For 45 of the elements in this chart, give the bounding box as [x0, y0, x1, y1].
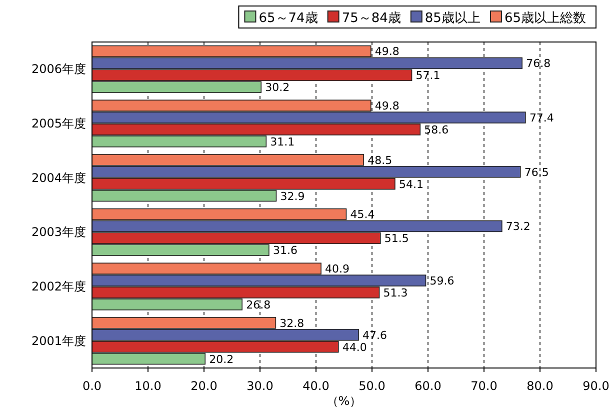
- data-label: 77.4: [529, 112, 554, 125]
- data-label: 54.1: [398, 178, 424, 191]
- data-label: 48.5: [368, 154, 392, 167]
- data-label: 58.6: [424, 123, 449, 136]
- x-tick-label: 60.0: [414, 379, 442, 393]
- x-tick-label: 30.0: [246, 379, 274, 393]
- data-label: 40.9: [325, 262, 350, 276]
- data-label: 32.9: [280, 190, 305, 203]
- y-tick-label: 2004年度: [31, 170, 86, 185]
- legend-label: 85歳以上: [424, 11, 480, 26]
- data-label: 51.5: [384, 232, 409, 246]
- data-label: 76.5: [524, 166, 549, 179]
- x-tick-label: 20.0: [190, 379, 218, 393]
- data-label: 31.1: [270, 135, 295, 148]
- data-label: 59.6: [430, 274, 454, 288]
- y-tick-label: 2001年度: [31, 334, 86, 348]
- legend-label: 75～84歳: [342, 11, 401, 26]
- data-label: 20.2: [209, 352, 234, 366]
- x-axis-title: （%）: [326, 394, 362, 408]
- legend-label: 65歳以上総数: [504, 11, 586, 26]
- data-label: 73.2: [506, 220, 530, 234]
- y-tick-label: 2005年度: [31, 116, 86, 130]
- data-label: 49.8: [374, 45, 400, 58]
- x-tick-label: 50.0: [358, 379, 386, 393]
- data-label: 76.8: [526, 57, 551, 70]
- legend-label: 65～74歳: [258, 11, 318, 26]
- data-label: 26.8: [246, 298, 271, 312]
- x-tick-label: 80.0: [526, 379, 554, 393]
- y-tick-label: 2003年度: [31, 225, 86, 240]
- x-tick-label: 40.0: [302, 379, 330, 393]
- data-label: 44.0: [342, 340, 367, 354]
- data-label: 45.4: [350, 208, 375, 222]
- data-label: 47.6: [362, 328, 388, 342]
- y-tick-label: 2002年度: [31, 280, 86, 294]
- data-label: 51.3: [383, 286, 408, 300]
- data-label: 57.1: [416, 69, 440, 82]
- data-label: 31.6: [272, 244, 298, 258]
- data-label: 49.8: [374, 100, 400, 113]
- x-tick-label: 10.0: [134, 379, 162, 393]
- x-tick-label: 70.0: [470, 379, 498, 393]
- data-label: 32.8: [280, 316, 304, 330]
- x-tick-label: 0.0: [82, 379, 102, 393]
- x-tick-label: 90.0: [582, 379, 610, 393]
- y-tick-label: 2006年度: [31, 62, 86, 76]
- data-label: 30.2: [265, 81, 290, 94]
